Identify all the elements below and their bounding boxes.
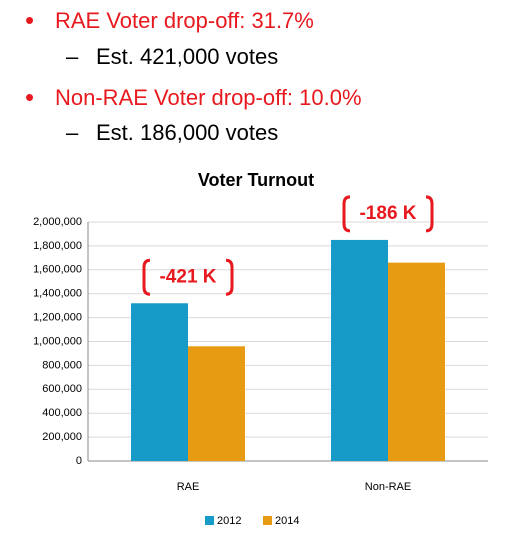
legend-label: 2014 (275, 515, 299, 527)
bullet-dot: • (25, 5, 34, 35)
bullet-text: RAE Voter drop-off: 31.7% (55, 8, 314, 33)
y-tick-label: 1,400,000 (33, 288, 82, 300)
y-tick-label: 1,000,000 (33, 335, 82, 347)
legend-swatch (263, 516, 272, 525)
legend-swatch (205, 516, 214, 525)
legend-label: 2012 (217, 515, 241, 527)
y-tick-label: 1,600,000 (33, 264, 82, 276)
y-tick-label: 1,200,000 (33, 312, 82, 324)
bracket (225, 258, 234, 296)
y-tick-label: 0 (76, 455, 82, 467)
annotation: -421 K (159, 266, 216, 287)
bracket (342, 195, 351, 233)
annotation: -186 K (359, 203, 416, 224)
x-tick-label: Non-RAE (365, 481, 411, 493)
bullet-dot: • (25, 82, 34, 112)
x-tick-label: RAE (177, 481, 200, 493)
y-tick-label: 1,800,000 (33, 240, 82, 252)
y-tick-label: 800,000 (42, 359, 82, 371)
sub-dash: – (66, 44, 79, 69)
y-tick-label: 200,000 (42, 431, 82, 443)
sub-bullet-text: Est. 186,000 votes (96, 120, 278, 145)
y-tick-label: 400,000 (42, 407, 82, 419)
y-tick-label: 2,000,000 (33, 216, 82, 228)
sub-dash: – (66, 120, 79, 145)
bar (188, 346, 245, 461)
chart-title: Voter Turnout (198, 170, 314, 190)
bracket (142, 258, 151, 296)
bar (331, 239, 388, 461)
bar (131, 303, 188, 461)
y-tick-label: 600,000 (42, 383, 82, 395)
bracket (425, 195, 434, 233)
sub-bullet-text: Est. 421,000 votes (96, 44, 278, 69)
bullet-text: Non-RAE Voter drop-off: 10.0% (55, 85, 362, 110)
bar (388, 262, 445, 461)
